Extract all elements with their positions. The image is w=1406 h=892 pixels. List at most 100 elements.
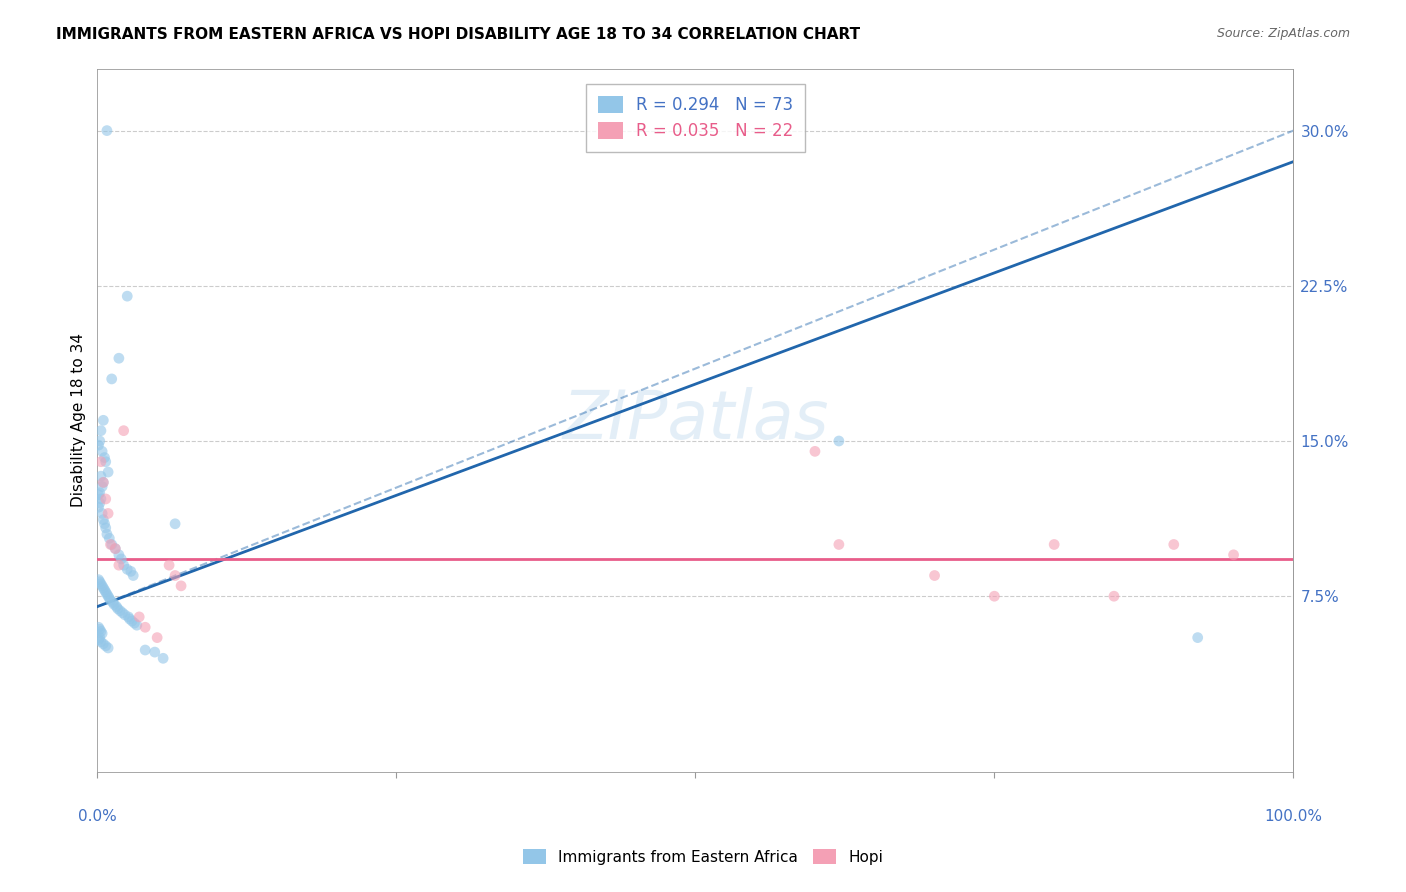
Point: [128, 610, 150, 624]
Point: [91, 626, 114, 640]
Point: [152, 651, 174, 665]
Point: [91, 581, 114, 595]
Point: [103, 598, 125, 612]
Point: [100, 537, 122, 551]
Point: [1163, 537, 1185, 551]
Point: [97, 507, 120, 521]
Point: [165, 516, 187, 531]
Point: [89, 631, 111, 645]
Point: [804, 444, 827, 458]
Point: [104, 541, 127, 556]
Point: [98, 591, 121, 606]
Point: [134, 620, 156, 634]
Point: [89, 574, 111, 589]
Point: [143, 645, 166, 659]
Point: [96, 587, 118, 601]
Point: [94, 639, 117, 653]
Point: [91, 475, 114, 490]
Point: [97, 589, 120, 603]
Point: [117, 610, 139, 624]
Point: [122, 568, 145, 582]
Point: [165, 568, 187, 582]
Point: [983, 589, 1005, 603]
Point: [87, 632, 110, 647]
Point: [114, 607, 136, 622]
Point: [111, 606, 134, 620]
Point: [91, 579, 114, 593]
Text: 0.0%: 0.0%: [77, 809, 117, 824]
Point: [1187, 631, 1209, 645]
Point: [117, 289, 139, 303]
Point: [121, 614, 143, 628]
Point: [108, 548, 131, 562]
Point: [98, 531, 121, 545]
Point: [120, 565, 142, 579]
Point: [87, 488, 110, 502]
Text: 100.0%: 100.0%: [1264, 809, 1323, 824]
Point: [87, 438, 110, 452]
Point: [117, 562, 139, 576]
Point: [157, 558, 180, 573]
Point: [112, 424, 135, 438]
Point: [828, 537, 851, 551]
Point: [90, 634, 112, 648]
Point: [91, 513, 114, 527]
Point: [96, 123, 118, 137]
Point: [97, 640, 120, 655]
Point: [1102, 589, 1125, 603]
Point: [91, 475, 114, 490]
Point: [170, 579, 193, 593]
Point: [108, 351, 131, 366]
Point: [90, 455, 112, 469]
Point: [828, 434, 851, 448]
Point: [87, 500, 110, 515]
Point: [94, 521, 117, 535]
Point: [94, 585, 117, 599]
Point: [91, 637, 114, 651]
Point: [94, 491, 117, 506]
Point: [91, 444, 114, 458]
Point: [97, 465, 120, 479]
Point: [924, 568, 946, 582]
Point: [94, 455, 117, 469]
Point: [108, 558, 131, 573]
Point: [100, 593, 122, 607]
Point: [105, 599, 128, 614]
Point: [90, 469, 112, 483]
Point: [96, 527, 118, 541]
Point: [104, 541, 127, 556]
Point: [118, 612, 141, 626]
Point: [90, 491, 112, 506]
Point: [125, 618, 148, 632]
Point: [112, 558, 135, 573]
Point: [1222, 548, 1244, 562]
Point: [93, 450, 115, 465]
Point: [89, 485, 111, 500]
Point: [1043, 537, 1066, 551]
Point: [89, 496, 111, 510]
Legend: R = 0.294   N = 73, R = 0.035   N = 22: R = 0.294 N = 73, R = 0.035 N = 22: [586, 84, 804, 152]
Point: [124, 616, 146, 631]
Point: [87, 620, 110, 634]
Point: [107, 601, 129, 615]
Point: [108, 604, 131, 618]
Point: [100, 372, 122, 386]
Point: [146, 631, 169, 645]
Point: [90, 624, 112, 639]
Point: [89, 434, 111, 448]
Text: ZIPatlas: ZIPatlas: [562, 387, 828, 453]
Point: [87, 573, 110, 587]
Point: [134, 643, 156, 657]
Point: [110, 552, 132, 566]
Point: [93, 516, 115, 531]
Legend: Immigrants from Eastern Africa, Hopi: Immigrants from Eastern Africa, Hopi: [512, 838, 894, 875]
Point: [90, 424, 112, 438]
Point: [91, 479, 114, 493]
Point: [91, 413, 114, 427]
Point: [91, 507, 114, 521]
Point: [100, 537, 122, 551]
Text: IMMIGRANTS FROM EASTERN AFRICA VS HOPI DISABILITY AGE 18 TO 34 CORRELATION CHART: IMMIGRANTS FROM EASTERN AFRICA VS HOPI D…: [56, 27, 860, 42]
Y-axis label: Disability Age 18 to 34: Disability Age 18 to 34: [72, 334, 86, 508]
Point: [90, 576, 112, 591]
Point: [93, 582, 115, 597]
